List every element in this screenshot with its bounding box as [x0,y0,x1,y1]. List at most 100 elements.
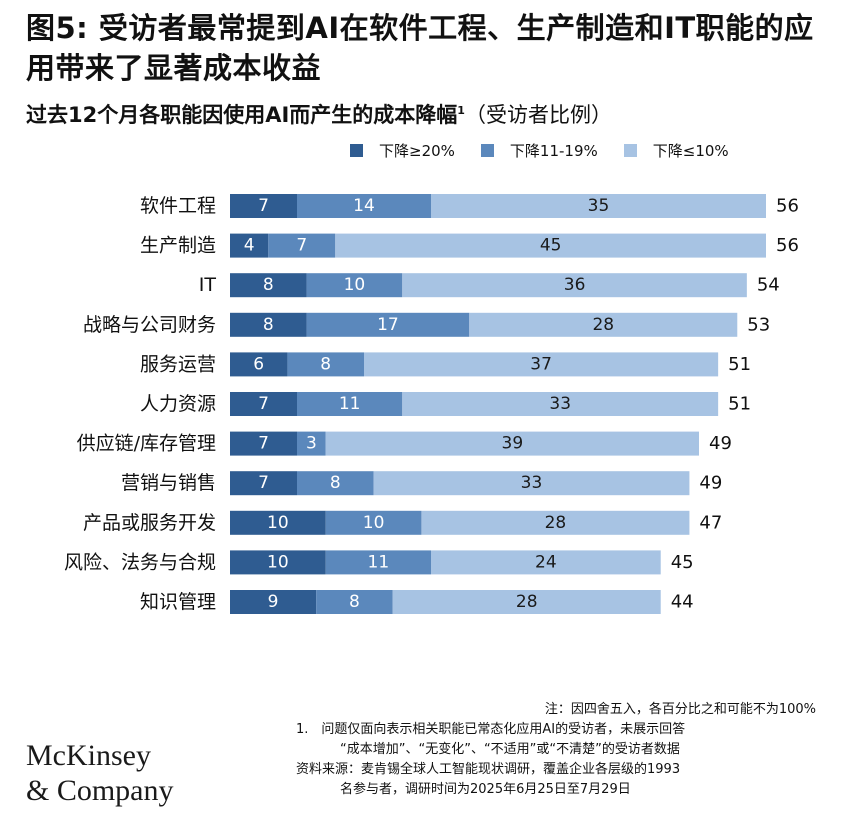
bar-value-label: 24 [535,552,557,572]
bar-segment [297,194,431,218]
bar-segment [402,392,719,416]
bar-segment [421,510,690,535]
bar-segment [268,233,336,258]
bar-value-label: 8 [349,592,360,612]
bar-value-label: 7 [258,394,269,414]
category-label: 供应链/库存管理 [77,433,216,455]
bar-segment [297,431,326,456]
bar-value-label: 3 [306,434,317,454]
bar-value-label: 37 [530,354,552,374]
bar-value-label: 35 [588,196,610,216]
footnote-line-1: 1. 问题仅面向表示相关职能已常态化应用AI的受访者，未展示回答 [296,722,686,737]
bar-total-label: 49 [709,433,732,454]
bar-value-label: 28 [545,513,567,533]
bar-value-label: 14 [353,196,375,216]
bar-segment [364,352,719,377]
bar-segment [230,194,297,218]
bar-segment [287,352,364,377]
bar-value-label: 11 [368,552,390,572]
category-label: 营销与销售 [121,472,216,494]
bar-segment [316,590,393,614]
bar-total-label: 49 [699,473,722,494]
bar-segment [230,471,297,496]
legend-swatch-dark [350,144,363,157]
bar-segment [325,510,422,535]
rounding-note: 注：因四舍五入，各百分比之和可能不为100% [544,702,816,717]
bar-total-label: 51 [728,354,751,375]
subtitle-footnote-mark: 1 [457,104,465,117]
bar-segment [230,273,307,298]
bar-value-label: 28 [516,592,538,612]
bar-segment [230,233,269,258]
chart-title: 图5: 受访者最常提到AI在软件工程、生产制造和IT职能的应用带来了显著成本收益 [26,11,814,85]
category-label: IT [199,274,217,296]
bar-value-label: 10 [344,275,366,295]
bar-segment [431,550,661,575]
category-label: 产品或服务开发 [83,512,216,534]
bar-value-label: 33 [521,473,543,493]
category-label: 风险、法务与合规 [64,551,216,573]
bar-segment [325,550,431,575]
bar-value-label: 45 [540,236,562,256]
notes: 注：因四舍五入，各百分比之和可能不为100% 1. 问题仅面向表示相关职能已常态… [296,700,816,800]
bar-segment [431,194,766,218]
logo-line-2: & Company [26,774,174,807]
bar-value-label: 7 [258,434,269,454]
category-label: 服务运营 [140,353,216,375]
bar-segment [230,590,317,614]
bar-value-label: 28 [592,315,614,335]
legend-label-light: 下降≤10% [652,142,729,160]
bar-total-label: 53 [747,314,770,335]
legend-label-dark: 下降≥20% [379,142,455,160]
legend-item-mid: 下降11-19% [480,140,598,161]
bar-segment [230,392,297,416]
legend-swatch-light [623,144,637,157]
subtitle-text: 过去12个月各职能因使用AI而产生的成本降幅 [26,103,458,127]
bar-segment [373,471,690,496]
bar-segment [230,431,297,456]
bar-segment [297,471,374,496]
chart-subtitle: 过去12个月各职能因使用AI而产生的成本降幅1（受访者比例） [26,96,612,130]
bar-value-label: 36 [564,275,586,295]
bar-total-label: 47 [699,512,722,533]
bar-value-label: 7 [258,473,269,493]
bar-value-label: 7 [296,236,307,256]
bar-value-label: 9 [268,592,279,612]
bar-value-label: 6 [253,354,264,374]
category-label: 生产制造 [140,235,216,257]
bar-segment [230,352,288,377]
bar-segment [335,233,766,258]
bar-value-label: 39 [502,434,524,454]
bar-value-label: 11 [339,394,361,414]
bar-segment [297,392,403,416]
legend-item-dark: 下降≥20% [350,140,455,161]
bar-segment [230,550,326,575]
bar-segment [306,312,470,337]
bar-segment [402,273,747,298]
bar-total-label: 44 [671,592,694,613]
source-line-2: 名参与者，调研时间为2025年6月25日至7月29日 [340,782,631,797]
category-label: 战略与公司财务 [83,314,216,336]
bar-value-label: 8 [320,354,331,374]
mckinsey-logo: McKinsey & Company [26,738,174,808]
bar-value-label: 10 [267,552,289,572]
bar-segment [392,590,661,614]
bar-value-label: 17 [377,315,399,335]
bar-total-label: 56 [776,196,799,217]
bar-value-label: 8 [263,315,274,335]
bar-value-label: 8 [263,275,274,295]
bar-total-label: 56 [776,235,799,256]
legend-label-mid: 下降11-19% [509,142,598,160]
legend-item-light: 下降≤10% [623,140,729,161]
category-label: 人力资源 [140,393,216,415]
bar-value-label: 4 [244,236,255,256]
category-label: 知识管理 [140,591,216,613]
bar-value-label: 10 [267,513,289,533]
bar-value-label: 8 [330,473,341,493]
bar-segment [230,312,307,337]
category-label: 软件工程 [140,195,216,217]
bar-segment [325,431,699,456]
bar-value-label: 10 [363,513,385,533]
bar-value-label: 7 [258,196,269,216]
bar-segment [306,273,403,298]
